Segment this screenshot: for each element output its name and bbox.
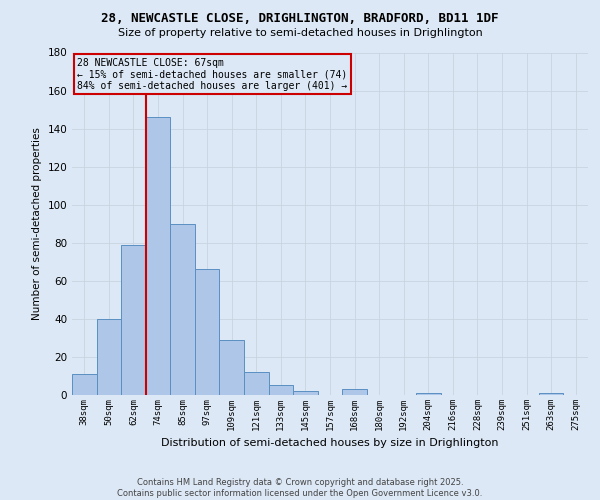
Bar (170, 224, 195, 395)
Bar (72, 374, 97, 395)
Y-axis label: Number of semi-detached properties: Number of semi-detached properties (32, 128, 42, 320)
Bar (121, 244, 146, 395)
Bar (97, 319, 121, 395)
Text: 28 NEWCASTLE CLOSE: 67sqm
← 15% of semi-detached houses are smaller (74)
84% of : 28 NEWCASTLE CLOSE: 67sqm ← 15% of semi-… (77, 58, 347, 91)
Bar (146, 117, 170, 395)
Bar (342, 390, 367, 395)
Bar (416, 393, 440, 395)
Bar (293, 391, 318, 395)
Bar (539, 393, 563, 395)
Bar (195, 270, 220, 395)
Bar (220, 340, 244, 395)
Bar (269, 386, 293, 395)
Text: Size of property relative to semi-detached houses in Drighlington: Size of property relative to semi-detach… (118, 28, 482, 38)
Bar (244, 372, 269, 395)
Text: 28, NEWCASTLE CLOSE, DRIGHLINGTON, BRADFORD, BD11 1DF: 28, NEWCASTLE CLOSE, DRIGHLINGTON, BRADF… (101, 12, 499, 26)
X-axis label: Distribution of semi-detached houses by size in Drighlington: Distribution of semi-detached houses by … (161, 438, 499, 448)
Text: Contains HM Land Registry data © Crown copyright and database right 2025.
Contai: Contains HM Land Registry data © Crown c… (118, 478, 482, 498)
